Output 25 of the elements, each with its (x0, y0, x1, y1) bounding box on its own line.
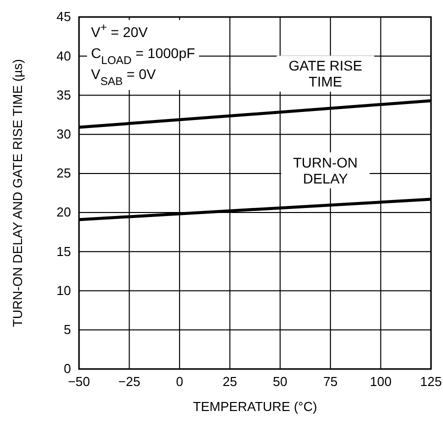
annotation: V$_{SAB}$ = 0V (91, 66, 156, 88)
x-tick-label: 100 (370, 374, 392, 390)
x-tick-label: 50 (272, 374, 288, 390)
x-tick-label: 25 (222, 374, 238, 390)
series-label: TURN-ON DELAY (293, 154, 358, 186)
x-tick-label: −50 (68, 374, 90, 390)
x-axis-title: TEMPERATURE (°C) (192, 399, 318, 414)
annotation: C$_{LOAD}$ = 1000pF (91, 45, 196, 67)
y-tick-label: 35 (56, 87, 71, 102)
x-tick-label: 125 (420, 374, 442, 390)
x-tick-label: −25 (118, 374, 140, 390)
y-tick-label: 15 (56, 244, 71, 259)
y-tick-label: 20 (56, 204, 71, 220)
x-tick-label: 0 (176, 374, 184, 390)
y-tick-label: 10 (56, 282, 71, 298)
y-axis-title: TURN-ON DELAY AND GATE RISE TIME (µs) (10, 58, 25, 328)
y-tick-label: 45 (56, 9, 71, 24)
y-tick-label: 30 (56, 126, 71, 142)
y-tick-label: 5 (64, 322, 71, 338)
y-tick-label: 0 (64, 361, 71, 376)
x-tick-label: 75 (323, 374, 338, 390)
y-tick-label: 40 (56, 48, 71, 64)
series-label: GATE RISE TIME (288, 58, 362, 90)
y-tick-label: 25 (56, 166, 71, 181)
annotation: V$^{+}$ = 20V (91, 22, 148, 40)
